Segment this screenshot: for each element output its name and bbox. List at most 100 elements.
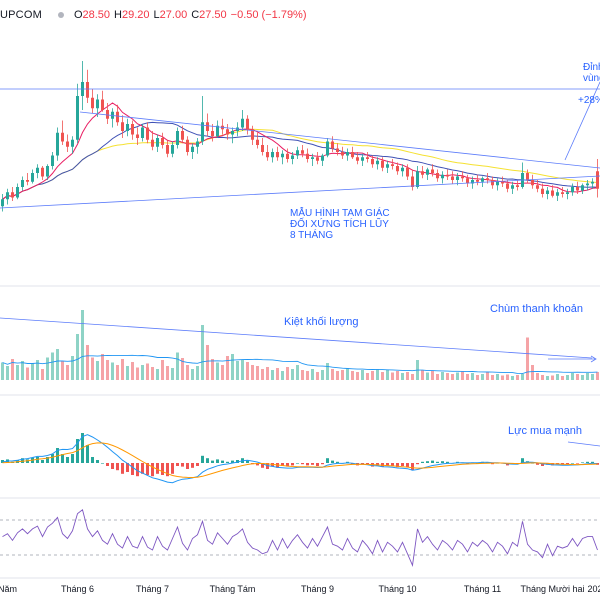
macd-histogram-bar [61, 454, 64, 463]
candle-body [486, 178, 489, 180]
candle [381, 157, 384, 172]
candle-body [26, 180, 29, 182]
volume-bar [396, 371, 399, 380]
candle [481, 176, 484, 187]
candle-body [16, 187, 19, 198]
macd-histogram-bar [421, 461, 424, 463]
macd-histogram-bar [446, 461, 449, 463]
volume-bar [171, 368, 174, 380]
volume-bar [291, 369, 294, 380]
candle-body [146, 127, 149, 140]
macd-histogram-bar [401, 463, 404, 466]
macd-histogram-bar [166, 463, 169, 477]
candle-body [306, 153, 309, 159]
candle [326, 138, 329, 158]
macd-histogram-bar [246, 460, 249, 463]
candle-body [326, 141, 329, 156]
buying-arrow[interactable] [567, 441, 600, 447]
volume-bar [596, 372, 599, 380]
volume-bar [491, 375, 494, 380]
candle-body [46, 166, 49, 177]
candle-body [1, 199, 4, 207]
volume-bar [236, 361, 239, 380]
volume-bar [576, 374, 579, 380]
candle-body [136, 134, 139, 138]
candle-body [321, 155, 324, 161]
volume-bars [1, 310, 599, 380]
candle [91, 89, 94, 114]
volume-bar [526, 337, 529, 380]
candle [266, 145, 269, 161]
candle [11, 187, 14, 201]
candle-body [121, 122, 124, 131]
candle-body [261, 145, 264, 152]
candle-body [391, 164, 394, 166]
open-label: O [73, 9, 83, 21]
candle [341, 146, 344, 159]
time-tick-label: Tháng 7 [136, 584, 169, 594]
breakout-arrow[interactable] [564, 81, 600, 161]
candle-body [156, 138, 159, 147]
volume-bar [581, 375, 584, 380]
candle [411, 169, 414, 191]
candle [596, 159, 599, 198]
candle-body [436, 173, 439, 179]
candle [31, 169, 34, 184]
macd-histogram-bar [416, 463, 419, 465]
volume-bar [271, 370, 274, 380]
candle [246, 115, 249, 135]
candle-body [131, 124, 134, 135]
triangle-lower-line[interactable] [0, 175, 600, 209]
candle-body [406, 167, 409, 177]
volume-bar [536, 373, 539, 380]
volume-bar [266, 367, 269, 380]
candle [556, 188, 559, 201]
candle-body [226, 129, 229, 135]
time-tick-label: Tháng Mười hai [521, 584, 585, 594]
volume-bar [141, 365, 144, 380]
volume-trend-line[interactable] [0, 317, 593, 359]
volume-bar [211, 359, 214, 380]
volume-bar [371, 371, 374, 380]
candle [391, 159, 394, 170]
candle [426, 167, 429, 180]
candle [446, 169, 449, 180]
time-tick-label: Tháng Tám [210, 584, 256, 594]
time-axis: Năm Tháng 6 Tháng 7 Tháng Tám Tháng 9 Tháng 1… [0, 584, 600, 594]
macd-histogram-bar [106, 463, 109, 466]
candle [501, 176, 504, 187]
candle [496, 178, 499, 191]
candle-body [576, 187, 579, 191]
candle [256, 132, 259, 149]
candle-body [296, 150, 299, 156]
candle [261, 138, 264, 156]
macd-histogram-bar [591, 461, 594, 463]
volume-dry-annotation: Kiệt khối lượng [284, 316, 359, 328]
volume-bar [116, 365, 119, 380]
candle-body [41, 167, 44, 177]
candle-body [141, 127, 144, 138]
candle [176, 127, 179, 149]
candle [371, 155, 374, 168]
candle-body [31, 173, 34, 182]
volume-bar [126, 366, 129, 380]
symbol-name[interactable]: UPCOM [0, 9, 42, 21]
triangle-upper-line[interactable] [79, 111, 600, 169]
macd-histogram-bar [41, 460, 44, 463]
macd-histogram-bar [171, 463, 174, 474]
candle [281, 150, 284, 165]
candle-body [206, 122, 209, 131]
candle [36, 164, 39, 179]
volume-bar [401, 373, 404, 380]
candle [356, 152, 359, 165]
candle-body [346, 152, 349, 156]
macd-pane [1, 433, 599, 484]
volume-bar [421, 370, 424, 380]
volume-bar [506, 374, 509, 380]
candle [576, 181, 579, 194]
candle-body [586, 183, 589, 186]
macd-histogram-bar [336, 461, 339, 463]
volume-bar [281, 371, 284, 380]
macd-histogram-bar [46, 457, 49, 463]
